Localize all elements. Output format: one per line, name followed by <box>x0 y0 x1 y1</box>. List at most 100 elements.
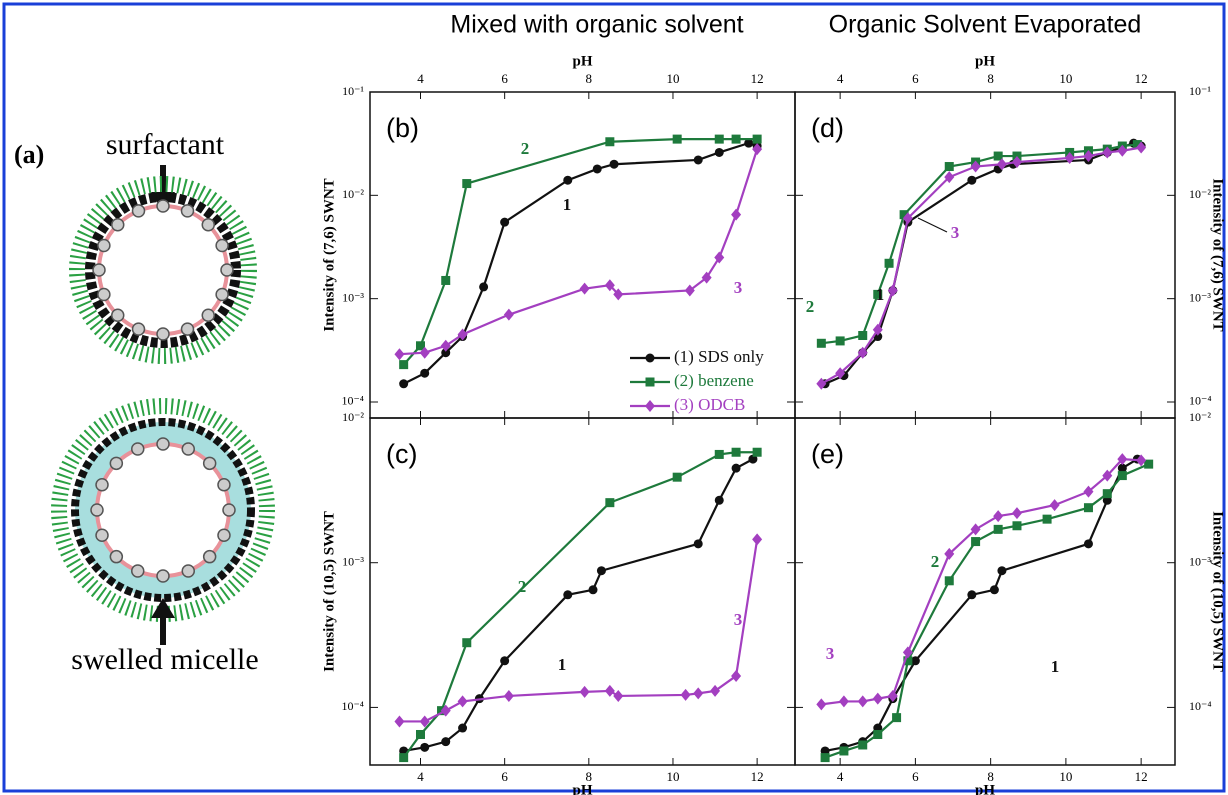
point <box>816 338 826 348</box>
y-tick-label: 10⁻³ <box>342 554 364 568</box>
point <box>588 585 598 595</box>
head-group <box>180 204 195 218</box>
x-tick-label: 8 <box>987 769 994 784</box>
point <box>500 656 510 666</box>
x-tick-label: 4 <box>417 769 424 784</box>
point <box>748 454 758 464</box>
point <box>1102 489 1112 499</box>
point <box>858 740 868 750</box>
point <box>816 377 827 390</box>
x-tick-label: 8 <box>586 769 593 784</box>
point <box>693 155 703 165</box>
series-line <box>821 457 1142 706</box>
point <box>1102 469 1113 482</box>
x-tick-label: 6 <box>501 71 508 86</box>
point <box>415 341 425 351</box>
point <box>902 212 913 225</box>
point <box>944 547 955 560</box>
point <box>884 258 894 268</box>
point <box>503 308 514 321</box>
surfactant-chains <box>85 192 241 348</box>
point <box>693 539 703 549</box>
head-group <box>110 308 125 323</box>
head-group <box>217 477 231 492</box>
point <box>457 695 468 708</box>
point <box>1011 507 1022 520</box>
point <box>967 590 977 600</box>
series-annotation: 2 <box>806 297 815 316</box>
point <box>399 753 409 763</box>
arrow-head <box>151 598 175 618</box>
point <box>970 523 981 536</box>
head-group <box>156 327 170 341</box>
head-group <box>180 322 195 336</box>
point <box>457 328 468 341</box>
point <box>899 210 909 220</box>
y-tick-label: 10⁻⁴ <box>341 394 364 408</box>
point <box>440 339 451 352</box>
point <box>1102 146 1113 159</box>
y-tick-label: 10⁻³ <box>1189 554 1211 568</box>
point <box>420 368 430 378</box>
point <box>752 143 763 156</box>
series-line <box>824 458 1138 753</box>
panel-label: (b) <box>386 113 419 143</box>
diagram-label: swelled micelle <box>71 643 258 676</box>
column-title: Mixed with organic solvent <box>450 11 743 39</box>
legend-marker <box>645 377 655 387</box>
point <box>996 158 1007 171</box>
x-tick-label: 4 <box>417 71 424 86</box>
point <box>1083 150 1094 163</box>
point <box>672 134 682 144</box>
point <box>838 695 849 708</box>
head-group <box>220 263 234 277</box>
point <box>857 346 868 359</box>
point <box>419 346 430 359</box>
point <box>714 251 725 264</box>
series-annotation: 2 <box>931 552 940 571</box>
point <box>873 289 883 299</box>
point <box>944 171 955 184</box>
y-tick-label: 10⁻⁴ <box>1189 699 1212 713</box>
point <box>579 685 590 698</box>
point <box>458 723 468 733</box>
point <box>892 713 902 723</box>
head-group <box>97 238 111 253</box>
plot-frame <box>794 417 1176 766</box>
point <box>693 687 704 700</box>
point <box>684 284 695 297</box>
point <box>714 495 724 505</box>
surfactant-tails <box>69 176 257 364</box>
point <box>613 288 624 301</box>
head-group <box>131 322 146 336</box>
point <box>503 689 514 702</box>
annotation-arrow <box>917 217 948 233</box>
head-group <box>202 456 217 471</box>
point <box>596 566 606 576</box>
y-axis-title: Intensity of (10,5) SWNT <box>321 511 337 672</box>
column-title: Organic Solvent Evaporated <box>829 11 1142 39</box>
point <box>394 348 405 361</box>
point <box>971 537 981 547</box>
y-tick-label: 10⁻² <box>1189 187 1211 201</box>
y-axis-title: Intensity of (7,6) SWNT <box>321 178 337 331</box>
head-group <box>181 442 196 456</box>
head-group <box>109 549 124 564</box>
head-group <box>222 503 236 517</box>
x-tick-label: 6 <box>912 769 919 784</box>
point <box>563 590 573 600</box>
point <box>592 164 602 174</box>
point <box>604 279 615 292</box>
y-axis-title: Intensity of (7,6) SWNT <box>1210 178 1226 331</box>
point <box>752 447 762 457</box>
x-tick-label: 6 <box>501 769 508 784</box>
point <box>731 463 741 473</box>
series-annotation: 1 <box>558 655 567 674</box>
y-tick-label: 10⁻⁴ <box>341 699 364 713</box>
head-group <box>92 263 106 277</box>
legend-marker <box>645 400 655 412</box>
head-group <box>201 217 216 232</box>
series-line <box>399 539 759 723</box>
point <box>415 729 425 739</box>
